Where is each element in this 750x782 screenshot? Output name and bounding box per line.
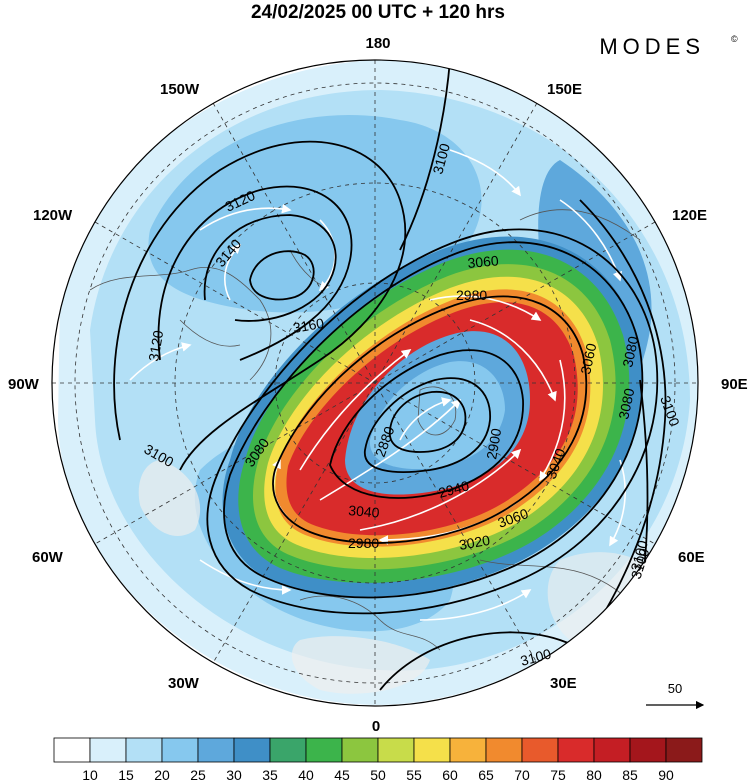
colorbar-tick-label: 90 [658, 767, 674, 782]
colorbar-tick-label: 65 [478, 767, 494, 782]
map-border [51, 59, 699, 707]
contour-label: 2980 [456, 287, 487, 303]
colorbar-tick-label: 70 [514, 767, 530, 782]
colorbar-tick-label: 30 [226, 767, 242, 782]
lon-label-60e: 60E [678, 549, 705, 566]
colorbar-swatch [269, 737, 307, 763]
colorbar-swatch [377, 737, 415, 763]
contour-label: 2940 [437, 477, 471, 501]
contour-label: 3100 [519, 645, 553, 669]
colorbar-swatch [341, 737, 379, 763]
colorbar-tick-label: 15 [118, 767, 134, 782]
lon-label-top: 180 [365, 35, 390, 52]
contour-label: 3100 [627, 538, 651, 572]
colorbar-tick-label: 35 [262, 767, 278, 782]
contour-label: 3060 [467, 252, 500, 271]
height-contours [113, 60, 667, 691]
colorbar-swatch [197, 737, 235, 763]
contour-label: 3100 [429, 141, 453, 175]
contour-labels: 3100 3120 3140 3160 3120 3100 3060 2980 … [142, 141, 683, 669]
contour-label: 3160 [292, 315, 326, 336]
colorbar-tick-label: 50 [370, 767, 386, 782]
wind-shading-25-north [148, 114, 482, 313]
colorbar-tick-label: 25 [190, 767, 206, 782]
colorbar-swatch [449, 737, 487, 763]
colorbar-tick-label: 10 [82, 767, 98, 782]
colorbar-swatch [89, 737, 127, 763]
lon-label-left: 90W [8, 376, 40, 393]
colorbar-swatch [161, 737, 199, 763]
colorbar-tick-label: 55 [406, 767, 422, 782]
lon-label-150e: 150E [547, 81, 582, 98]
polar-map [52, 60, 698, 706]
contour-label: 2980 [348, 535, 379, 551]
contour-label: 3120 [145, 329, 166, 363]
colorbar-swatch [413, 737, 451, 763]
colorbar-swatch [485, 737, 523, 763]
lon-label-120w: 120W [33, 207, 73, 224]
colorbar-swatch [233, 737, 271, 763]
colorbar-swatch [305, 737, 343, 763]
colorbar-tick-label: 85 [622, 767, 638, 782]
colorbar-tick-label: 80 [586, 767, 602, 782]
contour-label: 2900 [483, 427, 504, 461]
contour-label: 3020 [458, 532, 492, 553]
colorbar-tick-label: 60 [442, 767, 458, 782]
longitude-labels: 180 0 90W 90E 150W 120W 150E 120E 60W 30… [8, 35, 748, 735]
land-europe-hint [291, 636, 430, 694]
land-greenland-hint [138, 460, 201, 536]
contour-label: 3060 [577, 342, 599, 376]
contour-label: 3080 [615, 387, 637, 421]
lon-label-30w: 30W [168, 675, 200, 692]
colorbar-swatch [593, 737, 631, 763]
brand-copyright-mark: © [731, 34, 738, 44]
lon-label-120e: 120E [672, 207, 707, 224]
colorbar-tick-label: 45 [334, 767, 350, 782]
lon-label-right: 90E [721, 376, 748, 393]
colorbar-swatch [629, 737, 667, 763]
colorbar-swatch [125, 737, 163, 763]
colorbar-tick-label: 75 [550, 767, 566, 782]
contour-label: 3040 [348, 502, 381, 521]
colorbar-tick-label: 40 [298, 767, 314, 782]
lon-label-bottom: 0 [372, 718, 380, 735]
colorbar-swatch [557, 737, 595, 763]
lon-label-150w: 150W [160, 81, 200, 98]
reference-vector-label: 50 [668, 681, 682, 696]
lon-label-60w: 60W [32, 549, 64, 566]
colorbar: 10 15 20 25 30 35 40 45 50 55 60 65 70 75 80 85 90 [53, 737, 703, 782]
colorbar-swatch [665, 737, 703, 763]
map-title: 24/02/2025 00 UTC + 120 hrs [251, 2, 505, 23]
colorbar-swatch [53, 737, 91, 763]
wind-shading-core-low-inner [369, 361, 505, 470]
lon-label-30e: 30E [550, 675, 577, 692]
colorbar-tick-label: 20 [154, 767, 170, 782]
brand-logo: MODES [599, 34, 705, 59]
colorbar-swatch [521, 737, 559, 763]
contour-label: 3080 [619, 335, 641, 369]
reference-vector: 50 [646, 681, 705, 710]
